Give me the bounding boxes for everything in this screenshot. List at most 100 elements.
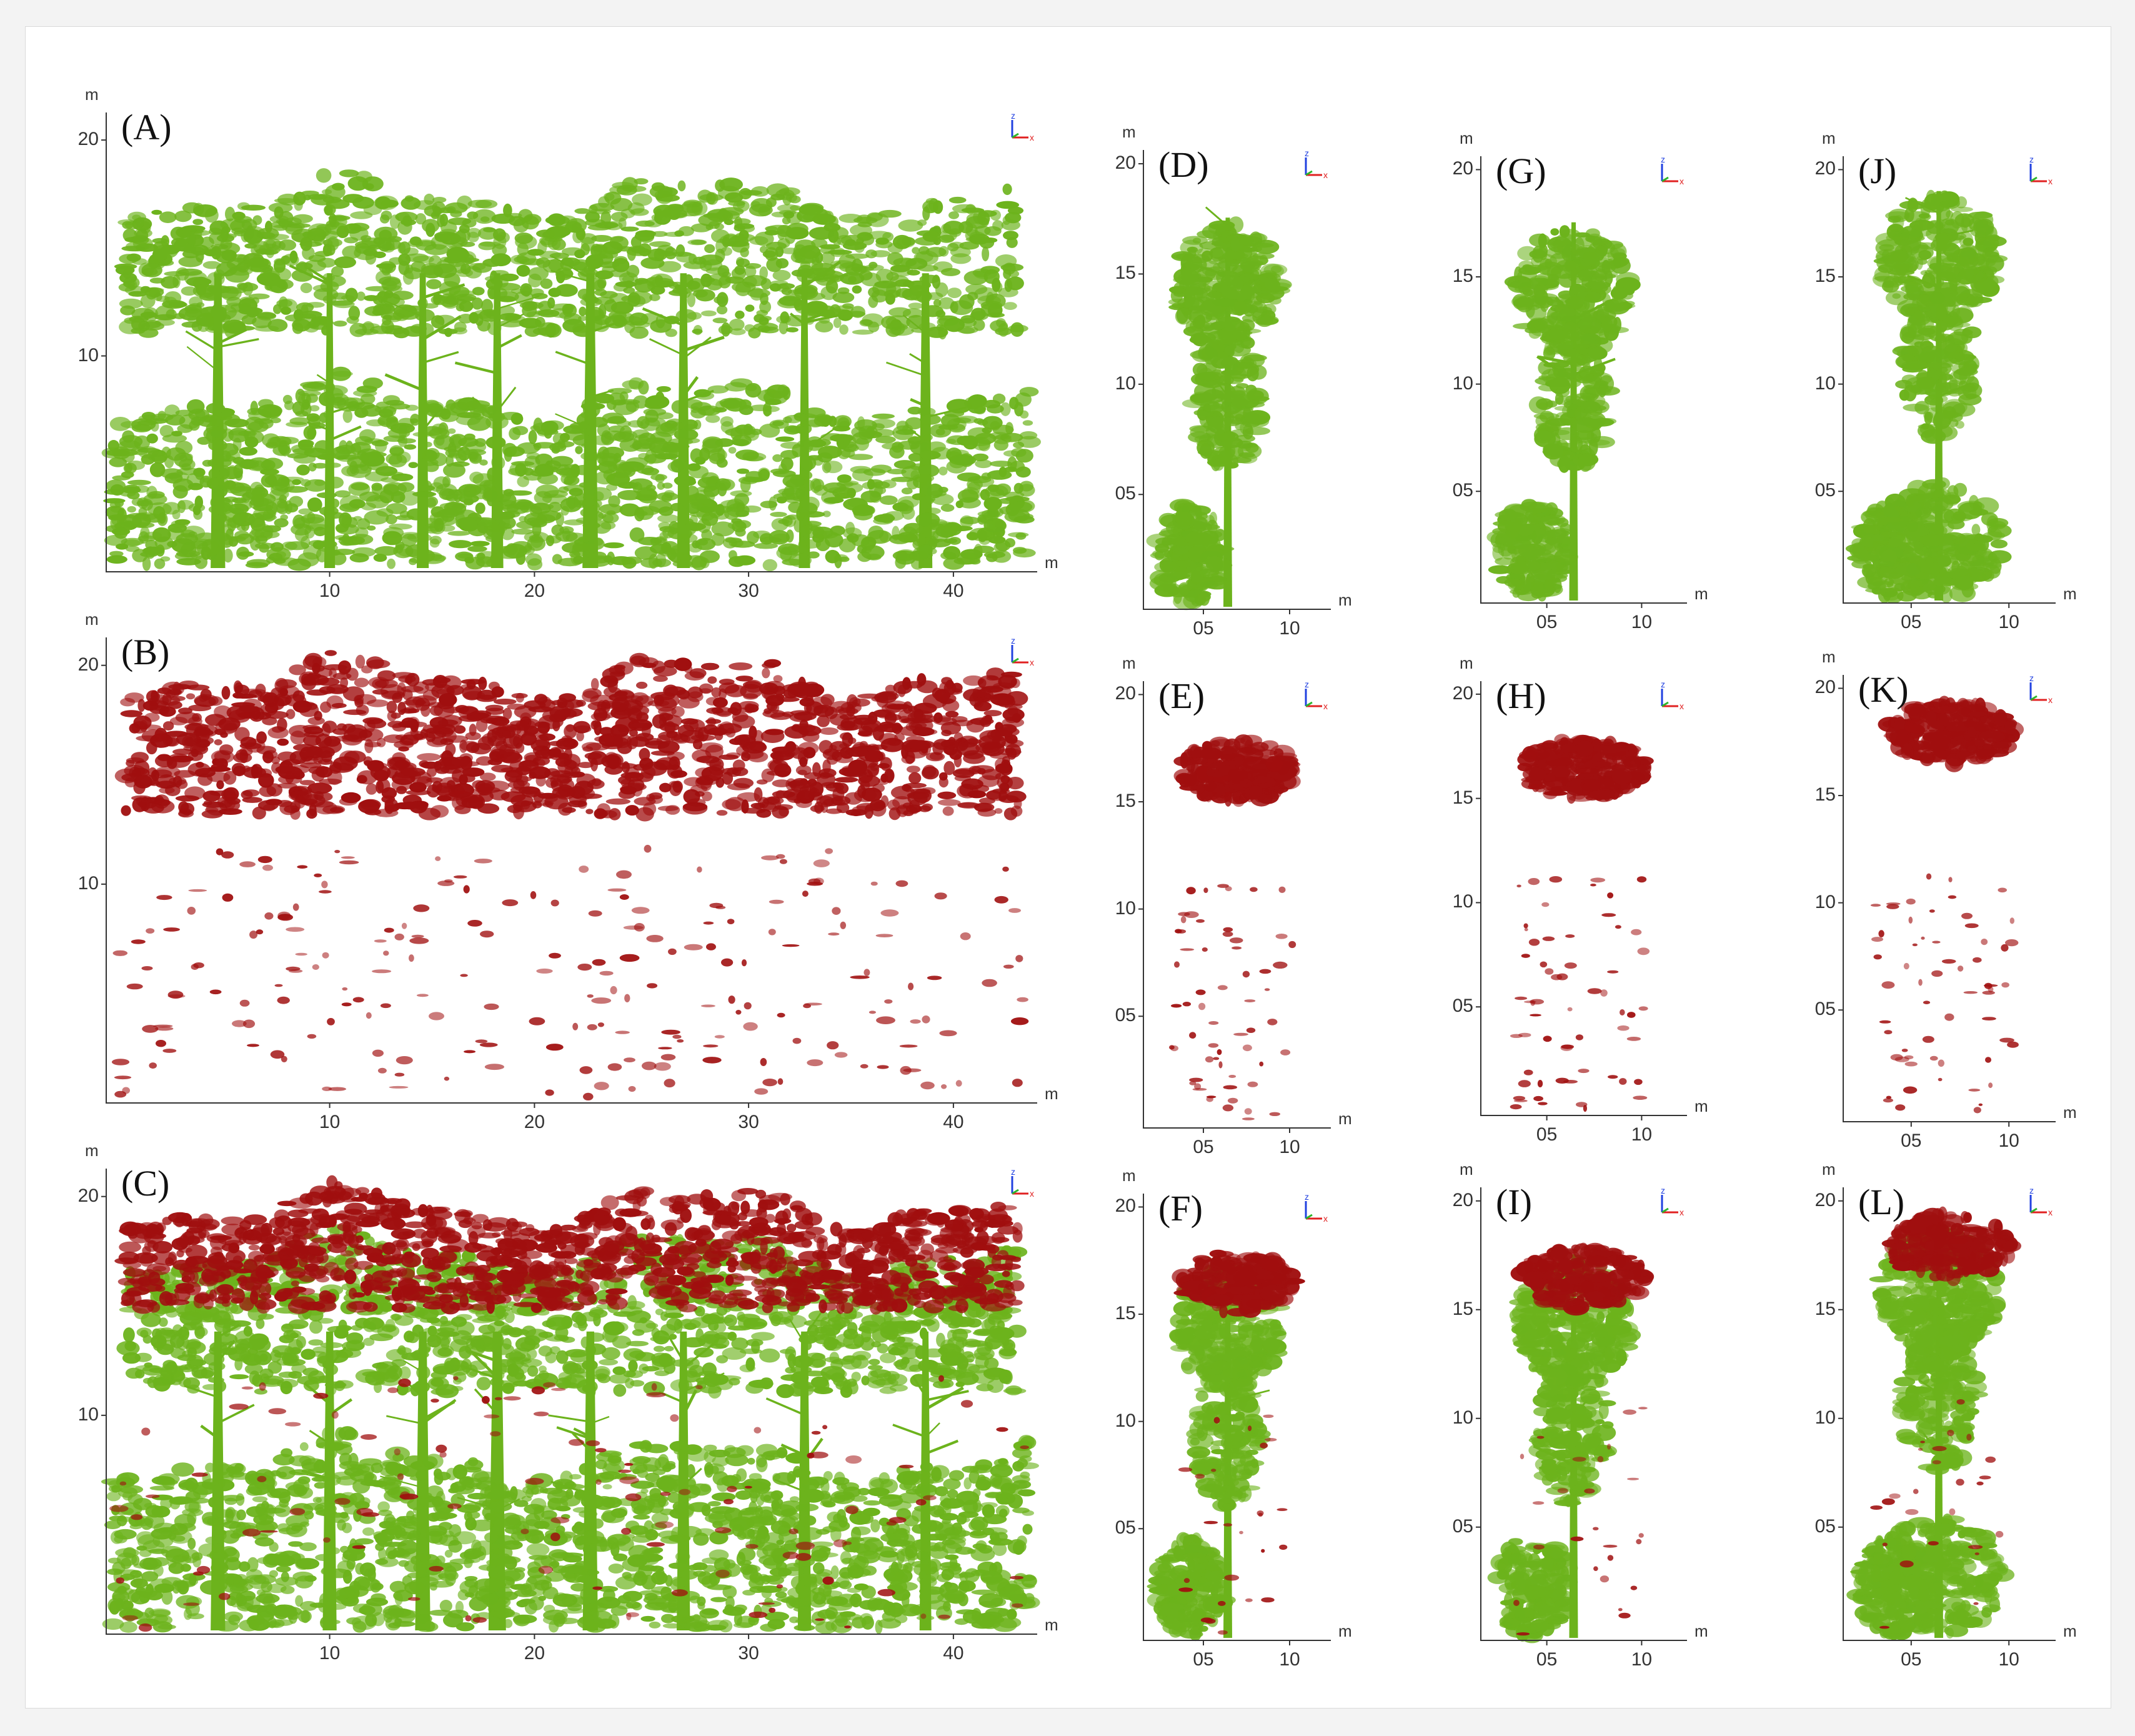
x-tick-label: 05: [1193, 1649, 1214, 1670]
panel-label: (H): [1496, 676, 1546, 716]
xyz-axis-triad-icon: zx: [1305, 679, 1328, 711]
x-unit-label: m: [1045, 1084, 1058, 1103]
panel-f: z x 20 15 10 05 05 10 m m (F): [1100, 1162, 1362, 1675]
y-tick-label: 10: [77, 872, 99, 894]
x-tick-label: 10: [1631, 1649, 1653, 1670]
axis-lines: [1843, 675, 2056, 1122]
axes: [1476, 1187, 1687, 1645]
axes: [1838, 1187, 2056, 1645]
panel-label: (B): [121, 632, 170, 672]
axis-lines: [1143, 150, 1331, 610]
x-unit-label: m: [1338, 1622, 1352, 1640]
unclassified-points: [1845, 189, 2012, 604]
y-tick-label: 10: [1115, 372, 1136, 394]
panel-label: (C): [121, 1163, 170, 1204]
axis-lines: [1143, 1194, 1331, 1641]
panel-l: z x 20 15 10 05 05 10 m m (L): [1799, 1156, 2087, 1675]
xyz-axis-triad-icon: zx: [2029, 1185, 2053, 1217]
axis-lines: [106, 112, 1037, 572]
point-cloud-plot: zx: [1476, 679, 1687, 1120]
x-unit-label: m: [2063, 1622, 2077, 1640]
point-cloud-plot: zx: [1476, 1185, 1687, 1645]
y-unit-label: m: [1460, 129, 1473, 147]
y-tick-label: 15: [1452, 1298, 1473, 1319]
panel-label: (F): [1158, 1188, 1203, 1229]
xyz-axis-triad-icon: zx: [1011, 636, 1034, 667]
point-cloud-plot: zx: [1138, 148, 1331, 614]
y-unit-label: m: [1460, 654, 1473, 672]
x-tick-label: 05: [1901, 612, 1922, 632]
x-tick-label: 20: [524, 581, 545, 601]
point-cloud-plot: zx: [1138, 679, 1331, 1133]
axis-lines: [1480, 156, 1687, 604]
y-tick-label: 20: [77, 1185, 99, 1206]
xyz-axis-triad-icon: zx: [1661, 679, 1684, 711]
y-tick-label: 20: [77, 654, 99, 675]
y-tick-label: 10: [1452, 891, 1473, 912]
panel-b: z x 20 10 10 20 30 40 m m (B): [78, 610, 1068, 1137]
x-tick-label: 30: [738, 1112, 759, 1132]
panel-k: z x 20 15 10 05 05 10 m m (K): [1799, 644, 2087, 1156]
y-unit-label: m: [1122, 654, 1136, 672]
axes: [1476, 681, 1687, 1120]
y-tick-label: 05: [1452, 1515, 1473, 1537]
y-tick-label: 15: [1814, 784, 1836, 806]
unclassified-points: [1146, 206, 1292, 611]
svg-text:z: z: [1011, 636, 1015, 646]
merged-points: [1487, 1242, 1655, 1644]
panel-d: z x 20 15 10 05 05 10 m m (D): [1100, 119, 1362, 644]
y-tick-label: 10: [1452, 372, 1473, 394]
x-unit-label: m: [1695, 1097, 1708, 1115]
x-tick-label: 10: [1998, 612, 2019, 632]
axes: [1138, 150, 1331, 614]
x-unit-label: m: [2063, 1103, 2077, 1122]
point-cloud-plot: zx: [101, 1167, 1040, 1639]
y-tick-label: 10: [77, 1404, 99, 1425]
x-tick-label: 10: [1279, 618, 1300, 639]
x-unit-label: m: [1338, 591, 1352, 609]
point-cloud-plot: zx: [1838, 673, 2056, 1127]
x-unit-label: m: [1695, 584, 1708, 603]
axes: [1138, 1194, 1331, 1645]
panel-label: (D): [1158, 144, 1209, 185]
x-unit-label: m: [1045, 1615, 1058, 1634]
y-unit-label: m: [85, 610, 99, 629]
axis-lines: [1480, 1187, 1687, 1641]
x-unit-label: m: [1695, 1622, 1708, 1640]
classified-points: [111, 650, 1029, 1100]
axis-lines: [1143, 681, 1331, 1129]
axis-lines: [1843, 1187, 2056, 1641]
panel-e: z x 20 15 10 05 05 10 m m (E): [1100, 650, 1362, 1162]
merged-points: [101, 1175, 1040, 1634]
panel-j: z x 20 15 10 05 05 10 m m (J): [1799, 125, 2087, 637]
classified-points: [1169, 734, 1301, 1120]
classified-points: [1870, 696, 2024, 1114]
x-tick-label: 05: [1536, 1649, 1558, 1670]
y-tick-label: 15: [1452, 787, 1473, 808]
y-tick-label: 10: [1115, 897, 1136, 919]
y-tick-label: 20: [77, 129, 99, 150]
y-tick-label: 15: [1814, 266, 1836, 287]
svg-text:x: x: [1030, 132, 1034, 142]
panel-label: (L): [1858, 1182, 1905, 1222]
axis-lines: [1843, 156, 2056, 604]
xyz-axis-triad-icon: zx: [2029, 154, 2053, 186]
y-tick-label: 10: [1452, 1407, 1473, 1428]
x-tick-label: 40: [943, 1643, 964, 1664]
point-cloud-plot: zx: [1476, 154, 1687, 608]
axis-lines: [1480, 681, 1687, 1116]
point-cloud-plot: zx: [101, 636, 1037, 1108]
axes: [101, 637, 1037, 1108]
x-tick-label: 05: [1193, 1137, 1214, 1157]
x-tick-label: 10: [319, 1112, 341, 1132]
axes: [1138, 681, 1331, 1133]
x-unit-label: m: [1338, 1109, 1352, 1128]
xyz-axis-triad-icon: zx: [1305, 1192, 1328, 1224]
y-tick-label: 20: [1814, 1189, 1836, 1210]
y-tick-label: 10: [1814, 1407, 1836, 1428]
y-unit-label: m: [85, 1141, 99, 1160]
y-tick-label: 20: [1452, 1189, 1473, 1210]
y-tick-label: 15: [1115, 1303, 1136, 1324]
y-tick-label: 05: [1452, 995, 1473, 1017]
y-tick-label: 10: [1814, 372, 1836, 394]
